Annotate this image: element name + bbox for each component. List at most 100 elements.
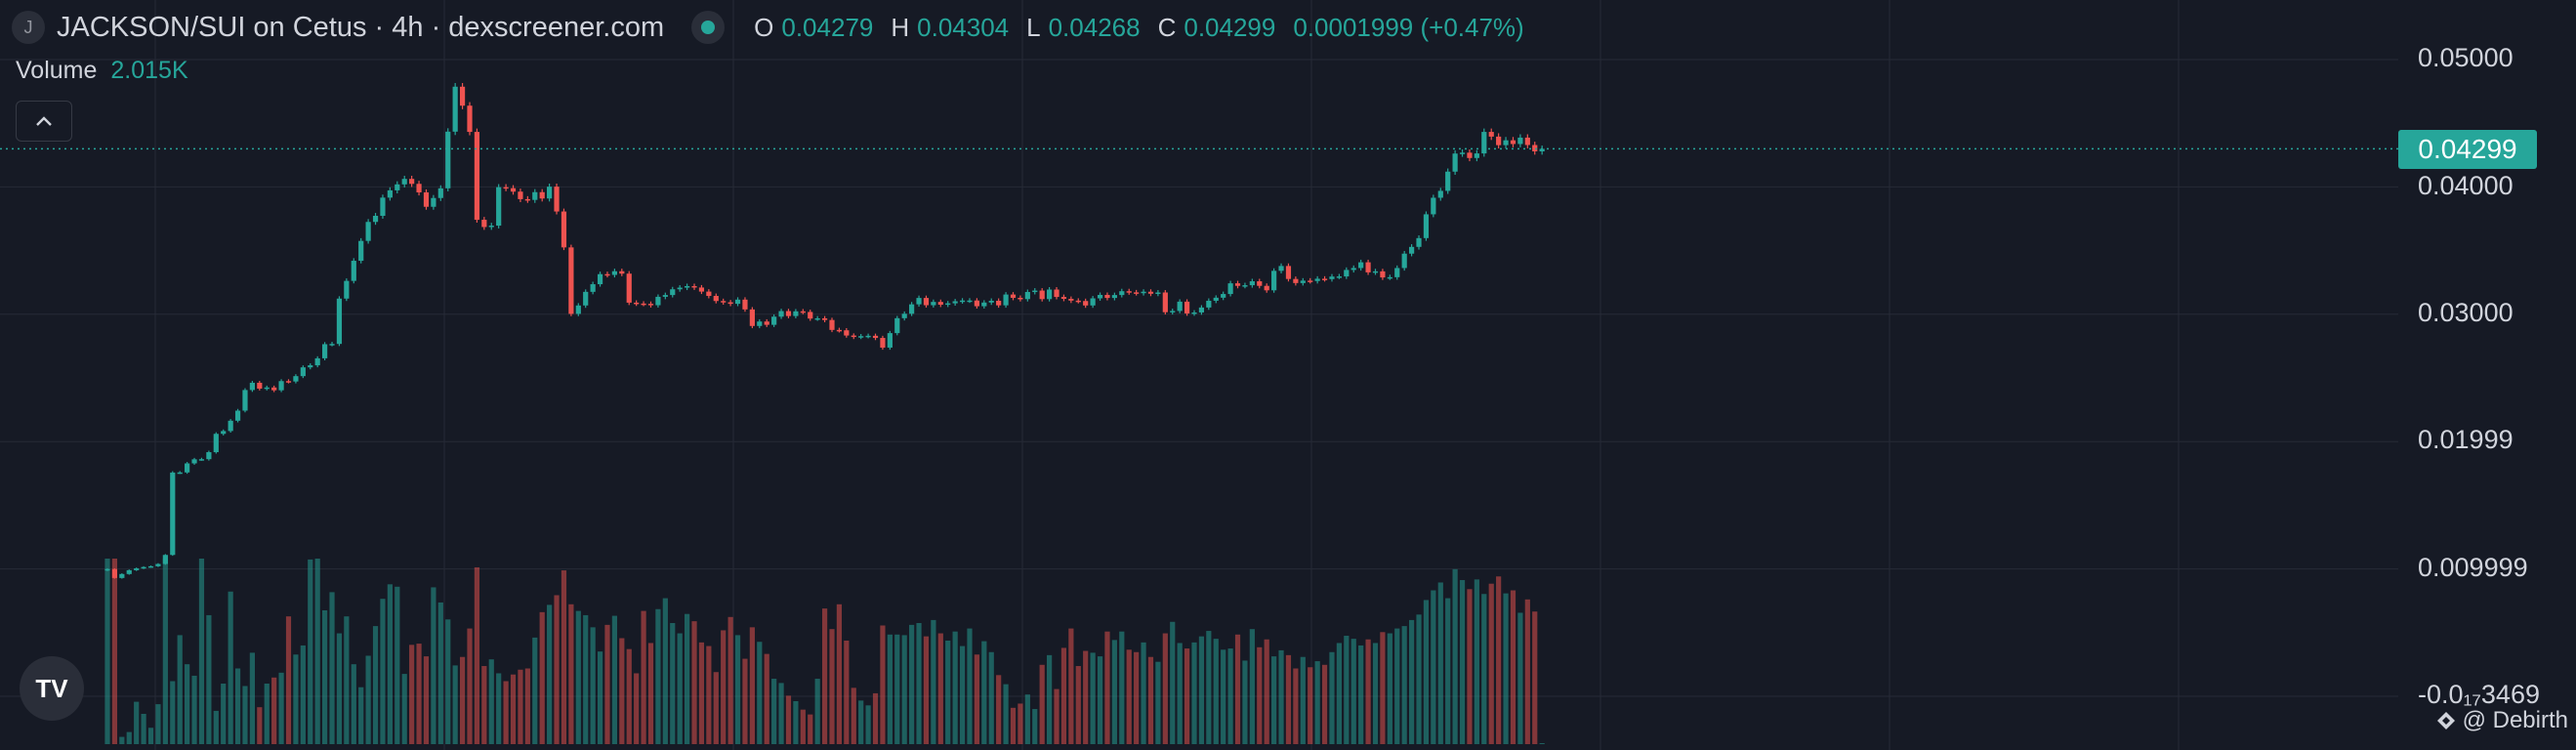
candle-body: [437, 188, 443, 198]
volume-bar: [510, 674, 517, 744]
candle-body: [1170, 311, 1176, 312]
candle: [191, 457, 197, 465]
candle: [395, 181, 400, 194]
candle-body: [1350, 268, 1356, 271]
market-status-indicator[interactable]: [691, 11, 726, 44]
volume-bar: [134, 701, 140, 744]
volume-label: Volume: [16, 57, 98, 84]
volume-bar: [1198, 636, 1205, 744]
candle: [1524, 134, 1530, 148]
volume-bar: [1075, 666, 1081, 744]
candle-body: [1119, 291, 1125, 296]
volume-bar: [1134, 651, 1140, 744]
candle-body: [1271, 271, 1277, 291]
close-value: 0.04299: [1184, 12, 1276, 42]
volume-bar: [619, 638, 625, 744]
volume-bar: [431, 587, 436, 744]
volume-bar: [916, 623, 922, 744]
candle: [988, 298, 994, 306]
volume-bar: [793, 700, 799, 744]
candle-body: [604, 273, 610, 276]
volume-bar: [677, 633, 683, 744]
candle: [126, 569, 132, 575]
candle: [1234, 280, 1241, 289]
candle-body: [1234, 283, 1241, 286]
volume-bar: [771, 679, 777, 744]
candle: [1431, 194, 1436, 218]
candle-body: [647, 304, 654, 306]
candle: [597, 271, 603, 287]
ohlc-readout: O 0.04279 H 0.04304 L 0.04268 C 0.04299 0.00…: [754, 13, 1534, 43]
candle-body: [931, 302, 936, 306]
candle: [1206, 298, 1212, 311]
candle: [1047, 287, 1053, 302]
candle-body: [1075, 300, 1081, 303]
candle-body: [611, 271, 617, 275]
candle: [1314, 275, 1320, 284]
candle-body: [1474, 153, 1479, 158]
candle: [647, 301, 654, 308]
price-axis-tick: 0.01999: [2418, 425, 2514, 454]
volume-bar: [198, 559, 205, 744]
candle: [351, 258, 356, 284]
candle: [734, 297, 741, 307]
candle: [894, 315, 900, 336]
volume-bar: [1488, 583, 1494, 744]
candle: [1481, 128, 1487, 157]
tradingview-logo[interactable]: TV: [20, 656, 84, 721]
candle-body: [481, 220, 487, 228]
volume-bar: [742, 658, 748, 744]
candle: [206, 450, 212, 461]
volume-bar: [974, 654, 979, 744]
candle-body: [945, 303, 951, 306]
candle: [185, 462, 190, 475]
candle-body: [634, 302, 640, 305]
candle-body: [1329, 276, 1335, 279]
volume-bar: [931, 619, 936, 744]
candle: [300, 365, 306, 379]
candle-body: [1445, 171, 1451, 191]
volume-bar: [575, 610, 581, 744]
candle: [242, 388, 248, 413]
candle-body: [727, 302, 733, 305]
candle-body: [1039, 290, 1045, 300]
candle: [119, 573, 125, 579]
candle-body: [1336, 276, 1342, 278]
volume-bar: [1119, 631, 1125, 744]
candle: [583, 289, 589, 309]
candle-body: [380, 197, 386, 217]
volume-bar: [1097, 656, 1103, 744]
candle-body: [308, 365, 313, 368]
candle: [981, 300, 987, 309]
volume-bar: [634, 673, 640, 744]
candle-body: [198, 459, 205, 461]
candle-body: [814, 317, 820, 320]
volume-bar: [836, 604, 843, 744]
volume-bar: [249, 652, 255, 744]
candle: [170, 471, 176, 557]
candle: [365, 219, 371, 244]
volume-bar: [1416, 614, 1422, 744]
candle-body: [1409, 246, 1415, 254]
volume-bar: [257, 707, 263, 744]
volume-bar: [1162, 633, 1168, 744]
candle: [329, 342, 335, 347]
candle-body: [1314, 278, 1320, 281]
symbol-badge[interactable]: J: [12, 11, 45, 44]
candle: [409, 176, 415, 188]
candle: [401, 176, 407, 188]
candle: [431, 194, 436, 210]
candle: [641, 301, 646, 307]
volume-bar: [814, 679, 820, 744]
candle: [749, 307, 755, 329]
candle: [213, 432, 219, 454]
candle-body: [734, 299, 741, 305]
candle: [336, 296, 343, 347]
volume-bar: [1104, 631, 1110, 744]
candle-body: [488, 226, 494, 228]
volume-bar: [1024, 694, 1030, 744]
volume-bar: [293, 654, 299, 744]
candle-body: [1147, 291, 1154, 294]
collapse-legend-button[interactable]: [16, 101, 72, 142]
candle: [1517, 134, 1523, 147]
